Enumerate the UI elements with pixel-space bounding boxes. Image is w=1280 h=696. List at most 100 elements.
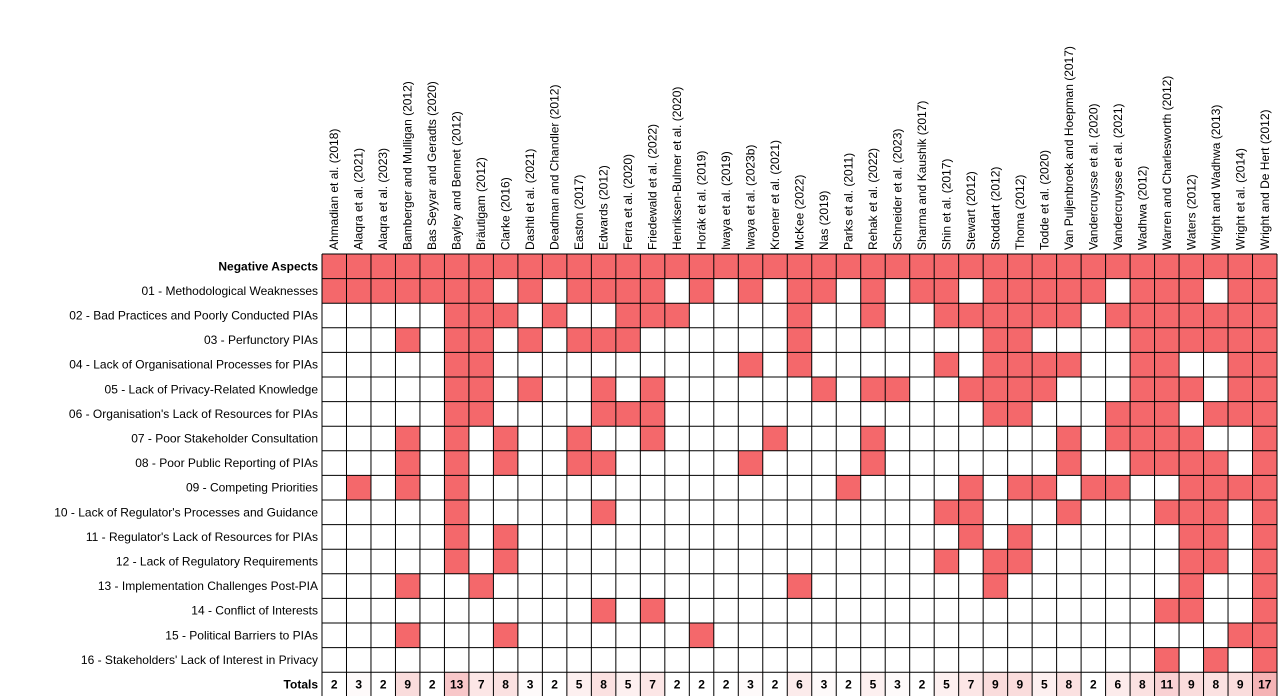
header-cell: [370, 254, 396, 279]
total-value: 9: [992, 678, 999, 692]
matrix-cell: [444, 598, 469, 623]
study-label: Bräutigam (2012): [474, 157, 488, 250]
matrix-cell: [934, 598, 959, 623]
matrix-cell: [934, 327, 959, 353]
matrix-cell: [689, 377, 714, 402]
matrix-cell: [1032, 450, 1057, 476]
matrix-cell: [1105, 573, 1131, 599]
matrix-cell: [1032, 500, 1057, 525]
matrix-cell: [983, 500, 1008, 525]
matrix-cell: [419, 278, 445, 304]
study-label: Todde et al. (2020): [1037, 150, 1051, 250]
matrix-cell: [1105, 475, 1131, 500]
aspect-label: 03 - Perfunctory PIAs: [204, 333, 318, 347]
matrix-cell: [370, 549, 396, 574]
aspect-label: 08 - Poor Public Reporting of PIAs: [135, 456, 318, 470]
matrix-cell: [1228, 549, 1253, 574]
matrix-cell: [542, 377, 567, 402]
study-label: Thoma (2012): [1013, 175, 1027, 250]
matrix-cell: [787, 524, 812, 550]
study-label: Edwards (2012): [597, 165, 611, 250]
matrix-cell: [762, 278, 788, 304]
matrix-cell: [909, 450, 935, 476]
matrix-cell: [1056, 303, 1082, 328]
matrix-cell: [444, 426, 469, 451]
matrix-cell: [566, 401, 592, 427]
matrix-cell: [738, 524, 763, 550]
study-label: Sharma and Kaushik (2017): [915, 101, 929, 250]
matrix-cell: [517, 598, 543, 623]
matrix-cell: [1179, 401, 1204, 427]
matrix-cell: [738, 426, 763, 451]
study-label: Wright and Wadhwa (2013): [1209, 105, 1223, 250]
matrix-cell: [1007, 303, 1033, 328]
header-cell: [1032, 254, 1057, 279]
matrix-cell: [958, 549, 984, 574]
matrix-cell: [1081, 426, 1106, 451]
matrix-cell: [664, 524, 690, 550]
matrix-cell: [983, 475, 1008, 500]
total-cell: [713, 672, 739, 696]
total-cell: [1105, 672, 1131, 696]
matrix-cell: [1179, 426, 1204, 451]
matrix-cell: [983, 303, 1008, 328]
total-value: 7: [968, 678, 975, 692]
matrix-cell: [370, 573, 396, 599]
total-value: 2: [380, 678, 387, 692]
total-cell: [395, 672, 420, 696]
matrix-cell: [836, 450, 861, 476]
totals-label: Totals: [284, 678, 319, 692]
matrix-cell: [762, 352, 788, 377]
matrix-cell: [615, 352, 641, 377]
matrix-cell: [493, 623, 518, 648]
matrix-cell: [762, 623, 788, 648]
study-label: Iwaya et al. (2023b): [744, 145, 758, 250]
matrix-cell: [787, 401, 812, 427]
matrix-cell: [664, 327, 690, 353]
matrix-cell: [958, 573, 984, 599]
matrix-cell: [346, 377, 371, 402]
matrix-cell: [713, 549, 739, 574]
matrix-cell: [640, 500, 665, 525]
total-cell: [934, 672, 959, 696]
matrix-cell: [493, 549, 518, 574]
total-value: 9: [404, 678, 411, 692]
header-cell: [517, 254, 543, 279]
matrix-cell: [1228, 352, 1253, 377]
matrix-cell: [444, 450, 469, 476]
matrix-cell: [1105, 623, 1131, 648]
matrix-cell: [787, 327, 812, 353]
matrix-cell: [885, 352, 910, 377]
matrix-cell: [419, 647, 445, 673]
matrix-cell: [836, 352, 861, 377]
matrix-cell: [468, 426, 494, 451]
matrix-cell: [983, 450, 1008, 476]
matrix-cell: [738, 623, 763, 648]
total-cell: [1252, 672, 1277, 696]
total-value: 2: [674, 678, 681, 692]
matrix-cell: [566, 623, 592, 648]
matrix-cell: [1154, 549, 1180, 574]
matrix-cell: [615, 426, 641, 451]
matrix-cell: [444, 500, 469, 525]
matrix-cell: [762, 450, 788, 476]
study-label: Warren and Charlesworth (2012): [1160, 76, 1174, 250]
matrix-cell: [591, 573, 616, 599]
matrix-cell: [346, 475, 371, 500]
matrix-cell: [885, 598, 910, 623]
matrix-cell: [370, 524, 396, 550]
total-cell: [909, 672, 935, 696]
matrix-cell: [322, 278, 347, 304]
matrix-cell: [934, 426, 959, 451]
header-cell: [542, 254, 567, 279]
matrix-cell: [640, 278, 665, 304]
matrix-cell: [1056, 450, 1082, 476]
matrix-cell: [811, 598, 837, 623]
matrix-cell: [860, 352, 886, 377]
study-label: Wright et al. (2014): [1233, 148, 1247, 250]
matrix-cell: [1154, 278, 1180, 304]
matrix-cell: [713, 524, 739, 550]
matrix-cell: [542, 475, 567, 500]
matrix-cell: [640, 573, 665, 599]
matrix-cell: [591, 549, 616, 574]
